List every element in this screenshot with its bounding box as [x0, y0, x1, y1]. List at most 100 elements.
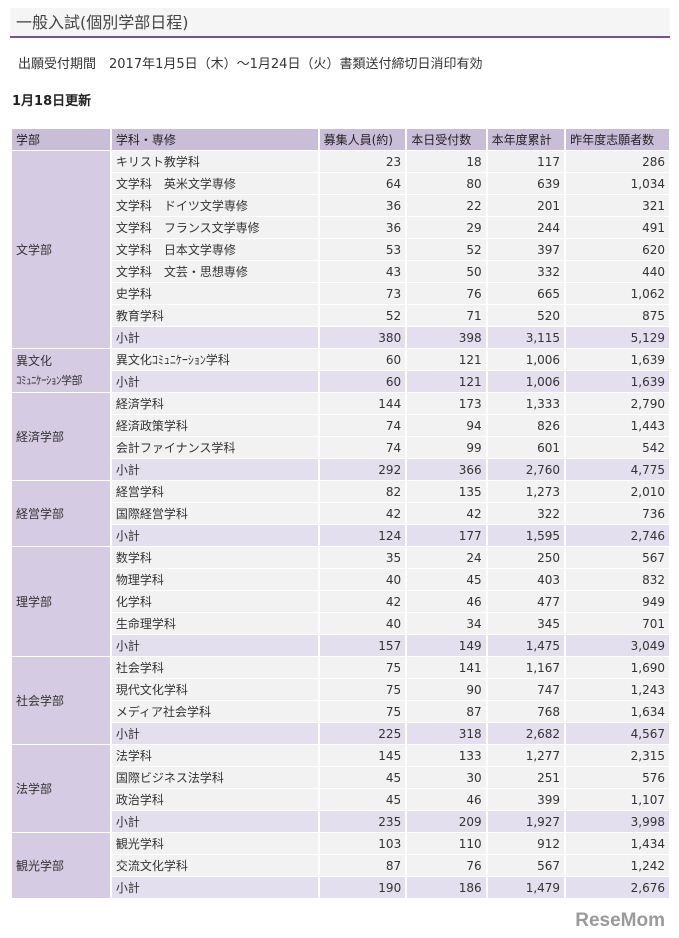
- department-cell: 教育学科: [111, 305, 318, 326]
- table-body: 文学部 キリスト教学科 23 18 117 286 文学科 英米文学専修 64 80 639 1,0…: [12, 151, 669, 898]
- department-cell: 小計: [111, 811, 318, 832]
- last-year-cell: 832: [566, 569, 669, 590]
- department-cell: 社会学科: [111, 657, 318, 678]
- department-cell: 史学科: [111, 283, 318, 304]
- resemom-watermark: ReseMom: [575, 910, 665, 931]
- last-year-cell: 491: [566, 217, 669, 238]
- today-cell: 135: [407, 481, 486, 502]
- department-cell: 経営学科: [111, 481, 318, 502]
- table-row: 会計ファイナンス学科 74 99 601 542: [12, 437, 669, 458]
- cumulative-cell: 1,167: [487, 657, 565, 678]
- subtotal-row: 小計 190 186 1,479 2,676: [12, 877, 669, 898]
- department-cell: 国際経営学科: [111, 503, 318, 524]
- table-row: 現代文化学科 75 90 747 1,243: [12, 679, 669, 700]
- last-year-cell: 949: [566, 591, 669, 612]
- capacity-cell: 52: [319, 305, 406, 326]
- last-year-cell: 1,639: [566, 349, 669, 370]
- table-row: 社会学部 社会学科 75 141 1,167 1,690: [12, 657, 669, 744]
- today-cell: 34: [407, 613, 486, 634]
- cumulative-cell: 1,006: [487, 371, 565, 392]
- last-year-cell: 4,567: [566, 723, 669, 744]
- last-year-cell: 736: [566, 503, 669, 524]
- table-row: 政治学科 45 46 399 1,107: [12, 789, 669, 810]
- cumulative-cell: 201: [487, 195, 565, 216]
- today-cell: 121: [407, 371, 486, 392]
- department-cell: 文学科 フランス文学専修: [111, 217, 318, 238]
- today-cell: 366: [407, 459, 486, 480]
- cumulative-cell: 322: [487, 503, 565, 524]
- col-cumulative: 本年度累計: [487, 129, 565, 150]
- capacity-cell: 45: [319, 767, 406, 788]
- last-year-cell: 1,634: [566, 701, 669, 722]
- capacity-cell: 144: [319, 393, 406, 414]
- cumulative-cell: 1,927: [487, 811, 565, 832]
- cumulative-cell: 477: [487, 591, 565, 612]
- cumulative-cell: 1,277: [487, 745, 565, 766]
- table-row: 文学科 ドイツ文学専修 36 22 201 321: [12, 195, 669, 216]
- table-row: 文学科 日本文学専修 53 52 397 620: [12, 239, 669, 260]
- cumulative-cell: 403: [487, 569, 565, 590]
- capacity-cell: 190: [319, 877, 406, 898]
- capacity-cell: 40: [319, 569, 406, 590]
- department-cell: 小計: [111, 723, 318, 744]
- today-cell: 94: [407, 415, 486, 436]
- application-period: 出願受付期間 2017年1月5日（木）～1月24日（火）書類送付締切日消印有効: [18, 57, 483, 72]
- capacity-cell: 75: [319, 679, 406, 700]
- cumulative-cell: 244: [487, 217, 565, 238]
- today-cell: 173: [407, 393, 486, 414]
- capacity-cell: 145: [319, 745, 406, 766]
- cumulative-cell: 639: [487, 173, 565, 194]
- cumulative-cell: 1,595: [487, 525, 565, 546]
- last-year-cell: 567: [566, 547, 669, 568]
- last-year-cell: 542: [566, 437, 669, 458]
- table-row: 文学科 フランス文学専修 36 29 244 491: [12, 217, 669, 238]
- table-row: 化学科 42 46 477 949: [12, 591, 669, 612]
- last-year-cell: 286: [566, 151, 669, 172]
- today-cell: 99: [407, 437, 486, 458]
- last-year-cell: 1,639: [566, 371, 669, 392]
- last-year-cell: 620: [566, 239, 669, 260]
- table-row: 法学部 法学科 145 133 1,277 2,315: [12, 745, 669, 832]
- department-cell: 経済学科: [111, 393, 318, 414]
- page-title: 一般入試(個別学部日程): [10, 8, 670, 38]
- cumulative-cell: 2,760: [487, 459, 565, 480]
- table-row: 理学部 数学科 35 24 250 567: [12, 547, 669, 656]
- faculty-name: 法学部: [16, 781, 53, 796]
- col-faculty: 学部: [12, 129, 110, 150]
- today-cell: 141: [407, 657, 486, 678]
- today-cell: 50: [407, 261, 486, 282]
- faculty-cell: 理学部: [12, 547, 110, 656]
- subtotal-row: 小計 380 398 3,115 5,129: [12, 327, 669, 348]
- capacity-cell: 60: [319, 349, 406, 370]
- capacity-cell: 40: [319, 613, 406, 634]
- cumulative-cell: 1,006: [487, 349, 565, 370]
- department-cell: 観光学科: [111, 833, 318, 854]
- department-cell: 小計: [111, 371, 318, 392]
- today-cell: 318: [407, 723, 486, 744]
- faculty-cell: 法学部: [12, 745, 110, 832]
- capacity-cell: 53: [319, 239, 406, 260]
- capacity-cell: 35: [319, 547, 406, 568]
- last-year-cell: 3,998: [566, 811, 669, 832]
- col-capacity: 募集人員(約): [319, 129, 406, 150]
- table-row: 経済学部 経済学科 144 173 1,333 2,790: [12, 393, 669, 480]
- last-year-cell: 2,010: [566, 481, 669, 502]
- capacity-cell: 380: [319, 327, 406, 348]
- department-cell: 経済政策学科: [111, 415, 318, 436]
- capacity-cell: 60: [319, 371, 406, 392]
- capacity-cell: 292: [319, 459, 406, 480]
- last-year-cell: 440: [566, 261, 669, 282]
- department-cell: 法学科: [111, 745, 318, 766]
- today-cell: 76: [407, 283, 486, 304]
- capacity-cell: 87: [319, 855, 406, 876]
- subtotal-row: 小計 292 366 2,760 4,775: [12, 459, 669, 480]
- today-cell: 90: [407, 679, 486, 700]
- cumulative-cell: 601: [487, 437, 565, 458]
- capacity-cell: 235: [319, 811, 406, 832]
- faculty-name: 経営学部: [16, 506, 65, 521]
- table-row: 文学科 文芸・思想専修 43 50 332 440: [12, 261, 669, 282]
- last-year-cell: 3,049: [566, 635, 669, 656]
- table-row: メディア社会学科 75 87 768 1,634: [12, 701, 669, 722]
- department-cell: 政治学科: [111, 789, 318, 810]
- faculty-name: 文学部: [16, 242, 53, 257]
